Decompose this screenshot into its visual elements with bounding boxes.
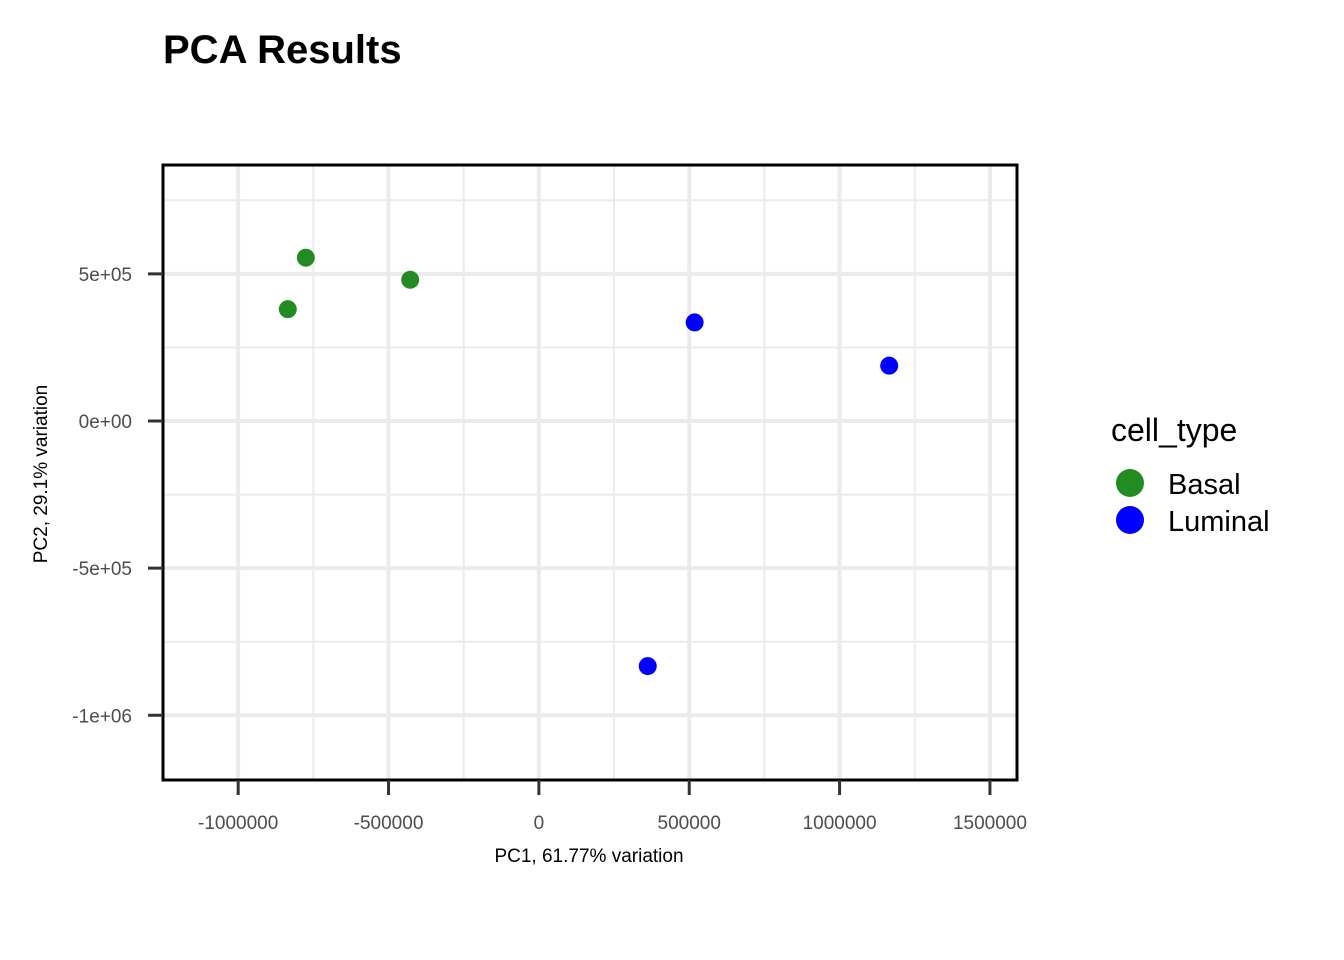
data-points xyxy=(278,248,899,676)
legend-key-luminal xyxy=(1116,506,1144,534)
y-axis-title: PC2, 29.1% variation xyxy=(31,385,52,564)
x-axis-title: PC1, 61.77% variation xyxy=(494,846,683,867)
legend-title: cell_type xyxy=(1111,412,1237,448)
point-luminal xyxy=(685,313,704,332)
point-basal xyxy=(296,248,315,267)
legend-label-luminal: Luminal xyxy=(1168,506,1270,538)
y-tick-label: -5e+05 xyxy=(72,559,132,580)
plot-panel-border xyxy=(161,163,1019,782)
legend: cell_type Basal Luminal xyxy=(1111,412,1270,538)
point-luminal xyxy=(880,356,899,375)
point-luminal xyxy=(638,657,657,676)
legend-label-basal: Basal xyxy=(1168,469,1241,501)
legend-key-basal xyxy=(1116,469,1144,497)
minor-gridlines xyxy=(163,165,1017,780)
y-tick-label: 0e+00 xyxy=(79,412,132,433)
x-axis: -1000000 -500000 0 500000 1000000 1500000 xyxy=(198,780,1027,834)
x-tick-label: -1000000 xyxy=(198,813,278,834)
x-tick-label: 0 xyxy=(534,813,545,834)
point-basal xyxy=(278,300,297,319)
y-tick-label: 5e+05 xyxy=(79,265,132,286)
x-tick-label: 1000000 xyxy=(803,813,877,834)
point-basal xyxy=(401,270,420,289)
x-tick-label: 1500000 xyxy=(953,813,1027,834)
y-tick-label: -1e+06 xyxy=(72,706,132,727)
x-tick-label: 500000 xyxy=(658,813,721,834)
y-axis: 5e+05 0e+00 -5e+05 -1e+06 xyxy=(72,265,163,727)
x-tick-label: -500000 xyxy=(354,813,424,834)
major-gridlines xyxy=(163,165,1017,780)
chart-title: PCA Results xyxy=(163,28,402,72)
